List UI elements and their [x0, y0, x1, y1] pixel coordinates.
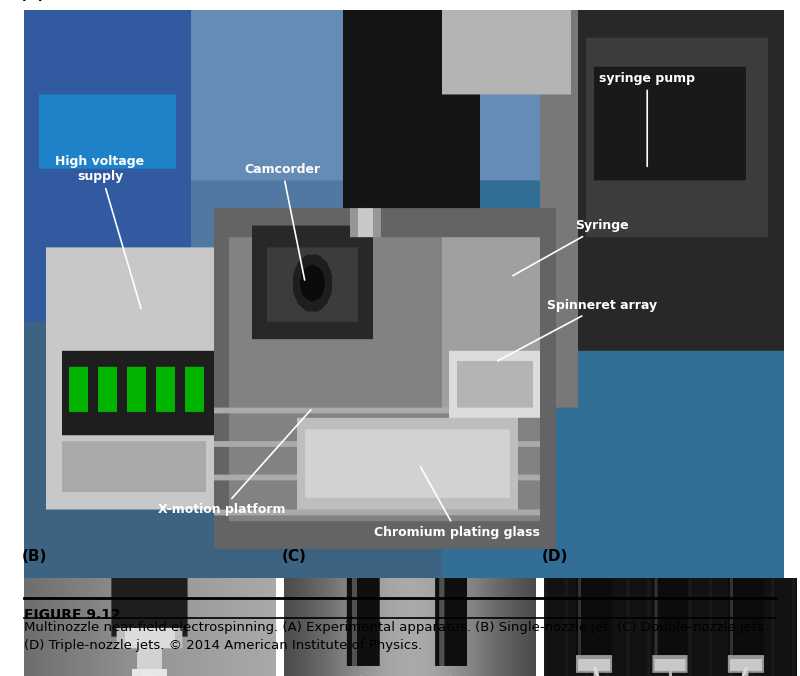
- Text: FIGURE 9.12: FIGURE 9.12: [24, 608, 121, 623]
- Text: X-motion platform: X-motion platform: [158, 410, 311, 516]
- Text: syringe pump: syringe pump: [599, 72, 695, 166]
- Text: Camcorder: Camcorder: [244, 163, 321, 280]
- Text: Syringe: Syringe: [513, 220, 629, 276]
- Text: (D) Triple-nozzle jets. © 2014 American Institute of Physics.: (D) Triple-nozzle jets. © 2014 American …: [24, 639, 422, 652]
- Text: Chromium plating glass: Chromium plating glass: [374, 467, 540, 539]
- Text: Multinozzle near-field electrospinning. (A) Experimental apparatus. (B) Single-n: Multinozzle near-field electrospinning. …: [24, 621, 768, 633]
- Text: (B): (B): [22, 550, 47, 564]
- Text: (D): (D): [542, 550, 568, 564]
- Text: High voltage
supply: High voltage supply: [55, 155, 145, 308]
- Text: (A): (A): [20, 0, 46, 1]
- Text: (C): (C): [282, 550, 306, 564]
- Text: Spinneret array: Spinneret array: [498, 299, 657, 361]
